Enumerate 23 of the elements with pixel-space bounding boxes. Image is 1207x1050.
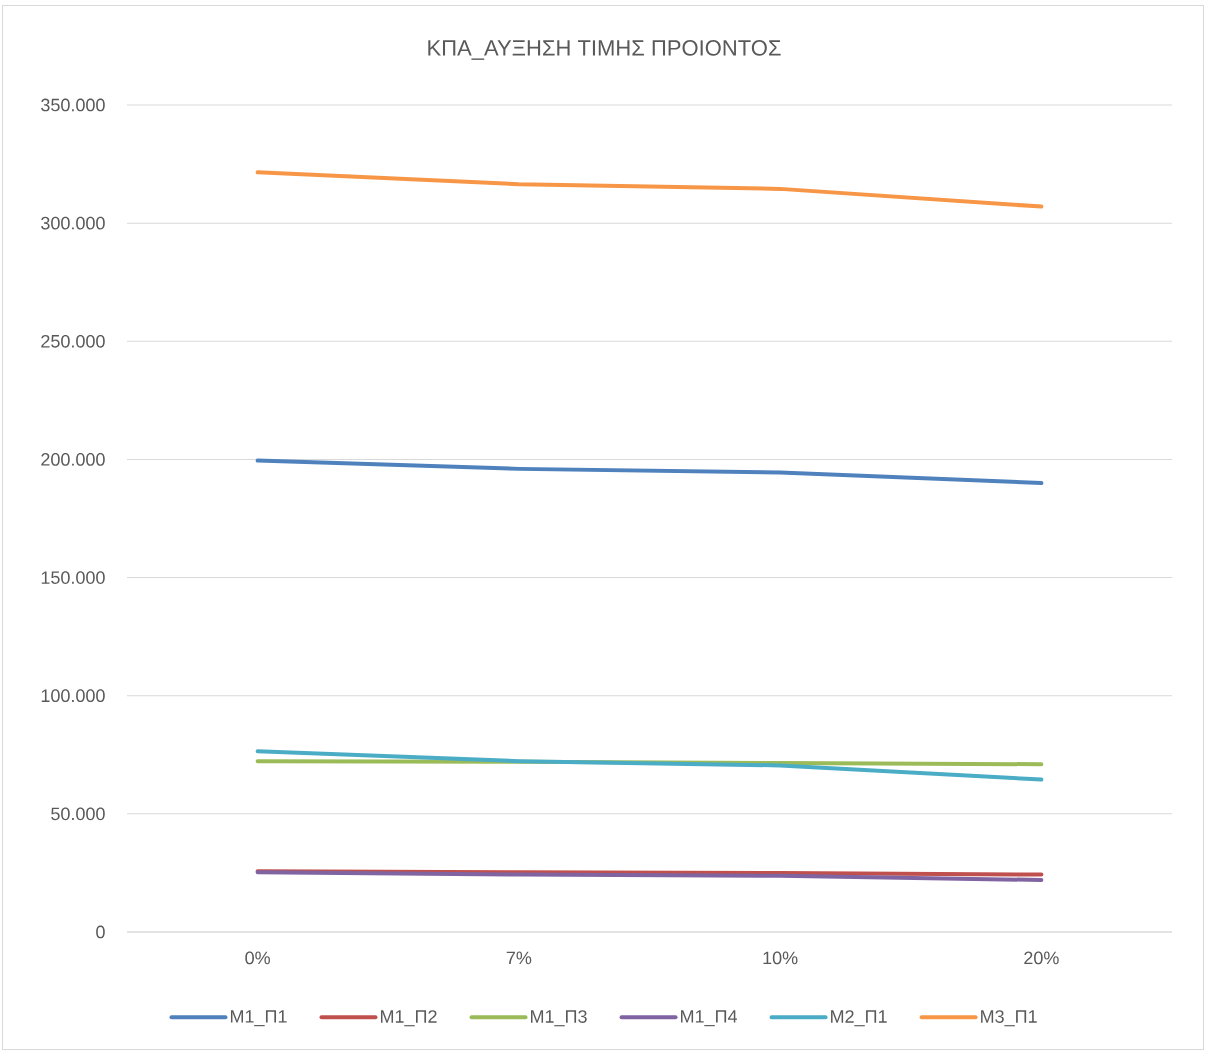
y-tick-label: 300.000 bbox=[41, 216, 105, 230]
legend-label: Μ3_Π1 bbox=[981, 1010, 1037, 1027]
line-series bbox=[255, 870, 1044, 883]
legend-label: Μ1_Π1 bbox=[230, 1010, 287, 1027]
x-tick-label: 20% bbox=[1024, 951, 1059, 965]
legend-label: Μ1_Π4 bbox=[681, 1010, 738, 1027]
line-series bbox=[255, 749, 1044, 782]
y-tick-label: 0 bbox=[96, 925, 105, 939]
y-tick-label: 100.000 bbox=[41, 689, 105, 703]
legend-label: Μ1_Π3 bbox=[531, 1010, 587, 1027]
x-tick-label: 7% bbox=[506, 951, 532, 965]
line-series bbox=[255, 170, 1044, 209]
chart-title: ΚΠΑ_ΑΥΞΗΣΗ ΤΙΜΗΣ ΠΡΟΙΟΝΤΟΣ bbox=[428, 40, 781, 60]
y-tick-label: 350.000 bbox=[41, 98, 105, 112]
x-tick-label: 0% bbox=[245, 951, 270, 965]
y-tick-label: 200.000 bbox=[41, 453, 105, 466]
y-tick-label: 150.000 bbox=[41, 571, 105, 584]
line-series bbox=[255, 458, 1044, 486]
y-tick-label: 50.000 bbox=[51, 807, 105, 821]
x-tick-label: 10% bbox=[763, 951, 798, 965]
legend-label: Μ2_Π1 bbox=[831, 1010, 887, 1027]
legend-label: Μ1_Π2 bbox=[380, 1010, 437, 1027]
y-tick-label: 250.000 bbox=[41, 334, 105, 348]
